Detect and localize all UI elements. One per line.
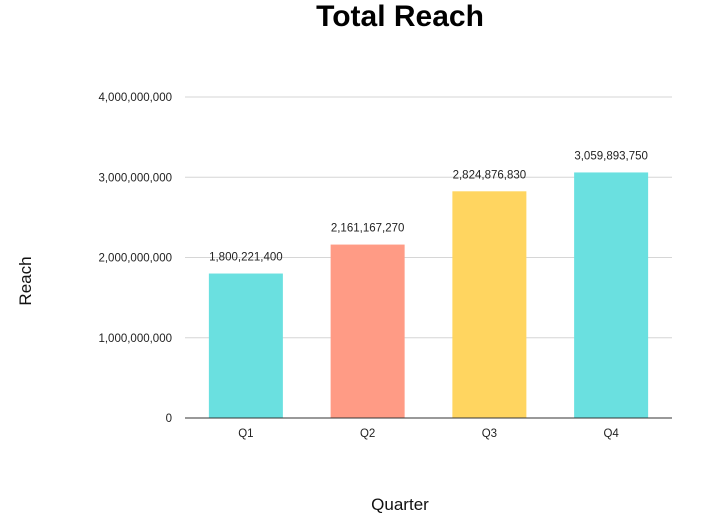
bar-q4	[574, 172, 649, 418]
data-labels: 1,800,221,400 2,161,167,270 2,824,876,830 3…	[209, 150, 648, 263]
y-tick-label: 3,000,000,000	[98, 172, 172, 184]
chart-title: Total Reach	[316, 0, 484, 33]
bars	[208, 172, 649, 418]
y-axis-ticks: 0 1,000,000,000 2,000,000,000 3,000,000,000…	[98, 92, 172, 425]
bar-q2	[330, 244, 405, 418]
bar-q1	[208, 273, 283, 418]
x-axis-title: Quarter	[371, 495, 429, 514]
data-label: 2,161,167,270	[331, 223, 405, 235]
x-tick-label: Q2	[360, 428, 375, 440]
y-tick-label: 2,000,000,000	[98, 253, 172, 265]
y-axis-title: Reach	[16, 256, 35, 305]
x-tick-label: Q1	[238, 428, 253, 440]
data-label: 3,059,893,750	[574, 150, 648, 162]
bar-q3	[452, 191, 527, 418]
data-label: 1,800,221,400	[209, 252, 283, 264]
y-tick-label: 1,000,000,000	[98, 333, 172, 345]
y-tick-label: 4,000,000,000	[98, 92, 172, 104]
data-label: 2,824,876,830	[453, 169, 527, 181]
y-tick-label: 0	[166, 413, 172, 425]
x-tick-label: Q3	[482, 428, 497, 440]
x-axis-ticks: Q1 Q2 Q3 Q4	[238, 428, 619, 440]
x-tick-label: Q4	[603, 428, 619, 440]
